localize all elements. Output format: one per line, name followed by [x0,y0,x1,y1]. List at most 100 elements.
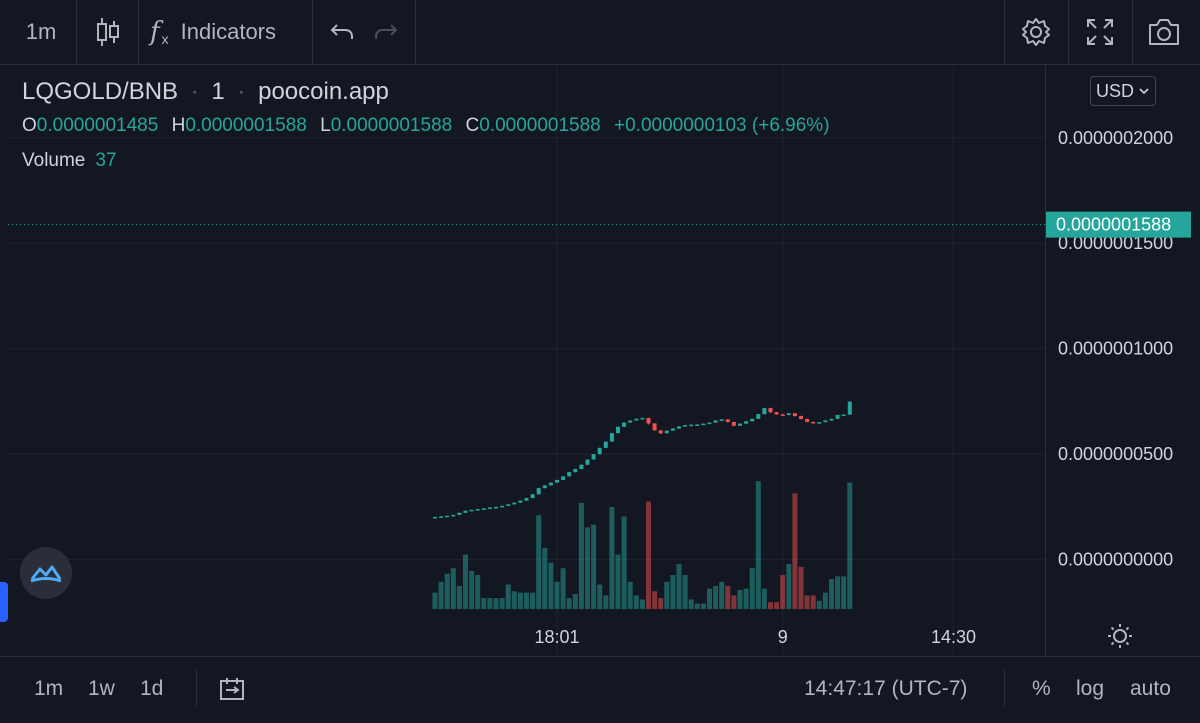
legend-interval: 1 [211,78,225,105]
volume-bar [463,554,468,609]
candle-body [689,424,694,427]
chart-settings-button[interactable] [1106,622,1134,655]
tradingview-logo-button[interactable] [20,547,72,599]
indicators-button[interactable]: f x Indicators [150,0,306,64]
volume-bar [475,575,481,609]
volume-bar [774,602,780,609]
volume-bar [829,579,834,609]
symbol-name[interactable]: LQGOLD/BNB [22,78,179,105]
volume-bar [444,573,450,609]
volume-bar [768,602,773,609]
clock-display[interactable]: 14:47:17 (UTC-7) [804,677,968,700]
calendar-icon [220,678,244,700]
time-tick-label: 18:01 [534,627,579,647]
volume-bar [841,576,847,609]
undo-button[interactable] [322,0,362,64]
settings-button[interactable] [1008,0,1064,64]
left-panel-toggle[interactable] [0,582,8,622]
candle-body [817,422,822,424]
volume-bar [517,592,523,609]
price-axis[interactable] [1045,64,1200,656]
ohlc-values: O0.0000001485 H0.0000001588 L0.000000158… [22,115,830,137]
volume-bar [676,564,682,609]
volume-bar [719,581,725,609]
candle-body [731,421,736,426]
volume-bar [505,584,511,609]
redo-button[interactable] [366,0,406,64]
function-icon: f [150,17,160,47]
candle-body [811,421,816,424]
volume-bar [639,599,645,609]
volume-bar [786,564,792,609]
candle-body [634,418,639,421]
auto-scale-toggle[interactable]: auto [1130,677,1171,700]
candle-body [725,419,730,422]
volume-bar [749,568,755,609]
candle-body [646,417,651,424]
candle-body [683,425,688,427]
candle-body [451,514,456,517]
volume-bar [798,566,804,609]
currency-selector[interactable]: USD [1090,76,1156,106]
candle-body [616,426,620,434]
volume-bar [566,598,572,609]
toolbar-divider [1132,0,1133,64]
candle-body [487,507,492,510]
candle-body [603,441,608,448]
range-1w-button[interactable]: 1w [88,677,115,700]
volume-bar [707,588,712,609]
volume-bar [456,585,462,609]
high-label: H [171,115,186,136]
interval-button[interactable]: 1m [25,19,57,44]
toolbar-divider [1004,0,1005,64]
close-value: 0.0000001588 [479,115,601,136]
volume-bar [615,554,621,609]
volume-bar [609,507,615,609]
log-scale-toggle[interactable]: log [1076,677,1105,700]
candle-body [707,422,712,425]
candle-body [530,494,535,499]
percent-scale-toggle[interactable]: % [1032,677,1051,700]
volume-bar [633,595,639,609]
high-value: 0.0000001588 [185,115,307,136]
candle-body [695,424,700,426]
volume-bar [670,575,676,609]
toolbar-divider [196,670,197,706]
candle-body [628,420,633,423]
price-change: +0.0000000103 (+6.96%) [614,115,830,136]
volume-bar [432,592,438,609]
volume-bar [511,591,517,609]
candle-body [567,472,572,477]
candle-body [579,464,584,469]
fullscreen-button[interactable] [1072,0,1128,64]
time-tick-label: 14:30 [931,627,976,647]
candle-body [585,459,590,465]
volume-bar [591,524,597,609]
volume-bar [835,576,841,609]
candle-body [518,500,523,503]
gear-icon [1022,18,1050,46]
last-price-tag [1045,211,1191,238]
volume-bar [627,581,633,609]
fullscreen-icon [1087,19,1113,45]
range-1m-button[interactable]: 1m [34,677,64,700]
candle-body [786,413,791,415]
camera-icon [1149,19,1179,45]
volume-bar [700,603,706,609]
volume-bar [664,581,670,609]
goto-date-button[interactable] [218,656,246,722]
candle-body [738,423,742,426]
candle-body [792,413,797,417]
range-1d-button[interactable]: 1d [140,677,164,700]
volume-bar [810,595,816,609]
candle-style-button[interactable] [80,0,136,64]
volume-bar [548,562,554,609]
candle-body [768,408,773,413]
volume-legend: Volume 37 [22,150,117,172]
sun-icon [1108,624,1132,648]
volume-bar [493,598,499,609]
screenshot-button[interactable] [1136,0,1192,64]
undo-icon [330,24,353,39]
volume-bar [682,575,688,609]
